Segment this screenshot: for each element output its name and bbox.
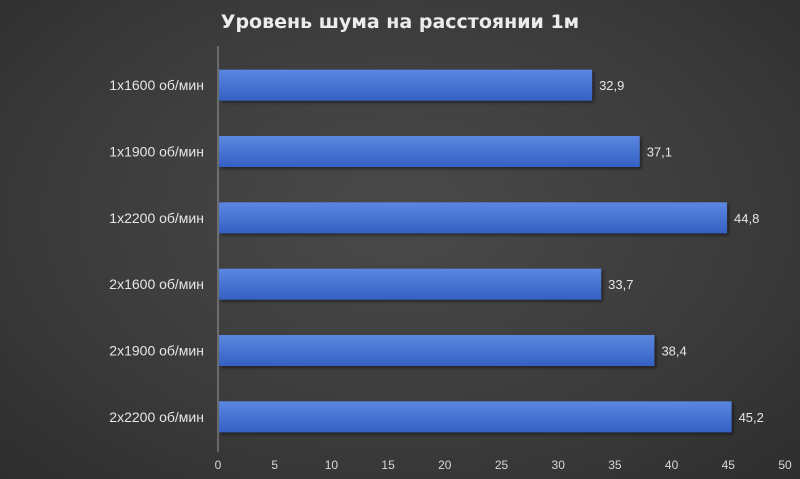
- axis-layer: 0 5 10 15 20 25 30 35 40 45 50: [215, 46, 792, 472]
- category-label: 2x1900 об/мин: [109, 343, 204, 359]
- labels-layer: 1x1600 об/мин 32,9 1x1900 об/мин 37,1 1x2200…: [109, 77, 764, 425]
- bar: [219, 202, 728, 234]
- x-tick-label: 30: [552, 458, 566, 472]
- bar: [219, 268, 602, 300]
- x-tick-label: 40: [665, 458, 679, 472]
- x-tick-label: 20: [438, 458, 452, 472]
- bar: [219, 335, 655, 366]
- x-tick-label: 50: [778, 458, 792, 472]
- x-tick-label: 15: [381, 458, 395, 472]
- bar: [219, 136, 640, 167]
- data-label: 45,2: [739, 410, 764, 425]
- data-label: 37,1: [647, 145, 672, 160]
- data-label: 38,4: [661, 344, 686, 359]
- x-tick-label: 25: [495, 458, 509, 472]
- data-label: 44,8: [734, 211, 759, 226]
- x-tick-label: 0: [215, 458, 222, 472]
- bars-layer: [219, 69, 732, 433]
- x-tick-label: 10: [325, 458, 339, 472]
- x-tick-label: 35: [608, 458, 622, 472]
- chart-title: Уровень шума на расстоянии 1м: [221, 11, 579, 33]
- bar: [219, 401, 732, 433]
- category-label: 2x2200 об/мин: [109, 409, 204, 425]
- category-label: 2x1600 об/мин: [109, 276, 204, 292]
- bar: [219, 69, 593, 101]
- category-label: 1x1600 об/мин: [109, 77, 204, 93]
- data-label: 33,7: [608, 277, 633, 292]
- x-tick-label: 5: [271, 458, 278, 472]
- data-label: 32,9: [599, 78, 624, 93]
- category-label: 1x1900 об/мин: [109, 144, 204, 160]
- x-tick-label: 45: [722, 458, 736, 472]
- category-label: 1x2200 об/мин: [109, 210, 204, 226]
